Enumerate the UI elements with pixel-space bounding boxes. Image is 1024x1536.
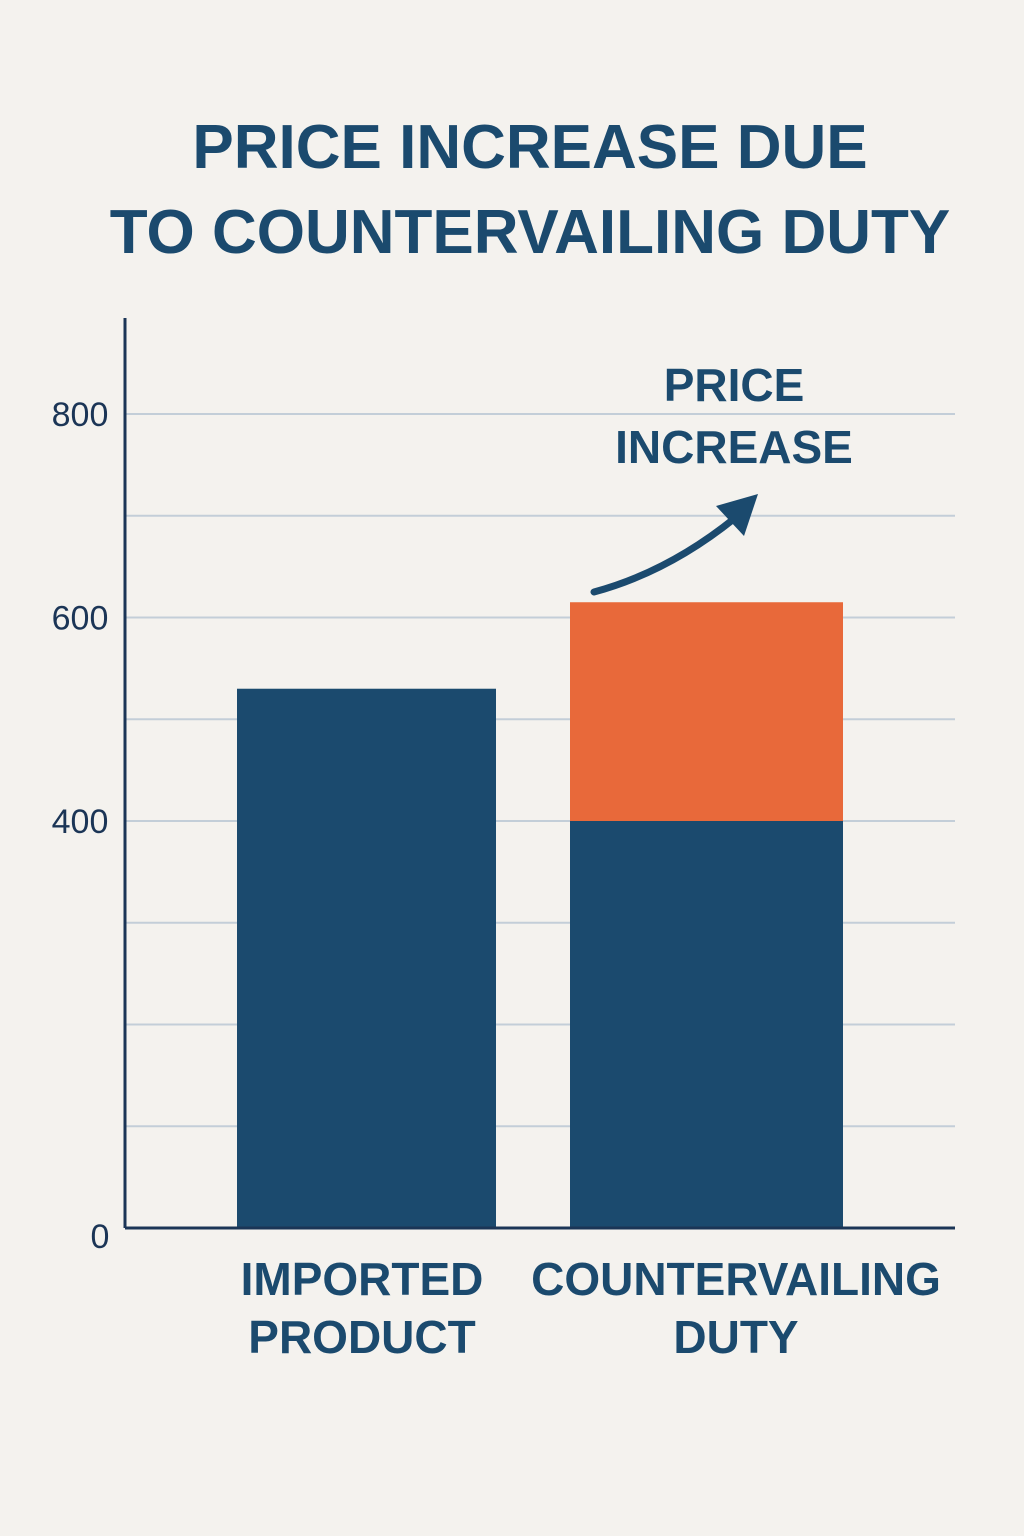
bar-duty-2 xyxy=(570,602,843,821)
chart-title: PRICE INCREASE DUE TO COUNTERVAILING DUTY xyxy=(110,113,950,267)
x-category-label: COUNTERVAILING xyxy=(531,1253,941,1305)
x-category-label: DUTY xyxy=(673,1311,798,1363)
y-tick-label: 600 xyxy=(52,600,109,638)
bar-base-1 xyxy=(237,688,496,1228)
bars xyxy=(237,602,843,1228)
chart-title-line: PRICE INCREASE DUE xyxy=(192,113,867,182)
x-category-label: PRODUCT xyxy=(248,1311,475,1363)
arrowhead-icon xyxy=(716,494,758,536)
arrow-up-right-icon xyxy=(590,514,739,596)
bar-base-2 xyxy=(570,821,843,1228)
y-tick-label: 800 xyxy=(52,396,109,434)
axes xyxy=(123,318,955,1230)
chart-title-line: TO COUNTERVAILING DUTY xyxy=(110,198,950,267)
price-increase-annotation: PRICE INCREASE xyxy=(590,359,853,596)
annotation-label: PRICE xyxy=(664,359,805,411)
y-tick-label: 0 xyxy=(91,1218,110,1256)
y-tick-label: 400 xyxy=(52,803,109,841)
y-tick-labels: 0 400 600 800 xyxy=(52,396,110,1256)
x-category-label: IMPORTED xyxy=(241,1253,484,1305)
annotation-label: INCREASE xyxy=(615,421,853,473)
x-category-labels: IMPORTED PRODUCT COUNTERVAILING DUTY xyxy=(241,1253,941,1363)
